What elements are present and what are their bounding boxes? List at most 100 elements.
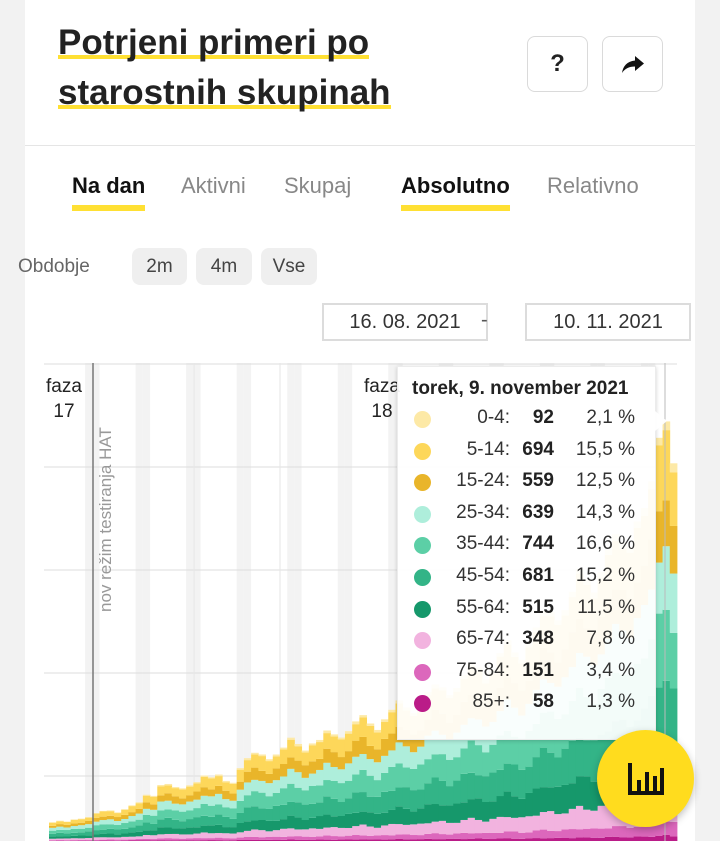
- date-from-input[interactable]: 16. 08. 2021: [322, 303, 488, 341]
- bar-segment: [258, 754, 266, 757]
- share-button[interactable]: [602, 36, 663, 92]
- bar-segment: [316, 785, 324, 803]
- bar-segment: [308, 828, 317, 837]
- bar-segment: [453, 833, 461, 839]
- bar-segment: [272, 805, 281, 821]
- period-all-button[interactable]: Vse: [261, 248, 317, 285]
- bar-segment: [438, 754, 447, 781]
- bar-segment: [85, 817, 93, 821]
- bar-segment: [243, 830, 252, 837]
- period-4m-button[interactable]: 4m: [196, 248, 252, 285]
- bar-segment: [113, 837, 122, 840]
- bar-segment: [164, 800, 173, 810]
- card-header: Potrjeni primeri po starostnih skupinah …: [25, 0, 695, 146]
- bar-segment: [236, 800, 245, 813]
- tab-aktivni[interactable]: Aktivni: [181, 173, 246, 198]
- bar-segment: [272, 756, 281, 769]
- bar-segment: [568, 829, 577, 839]
- weekend-band: [193, 363, 201, 841]
- bar-segment: [474, 819, 483, 834]
- bar-segment: [503, 791, 512, 818]
- bar-segment: [496, 816, 505, 833]
- bar-segment: [583, 837, 591, 841]
- chart-tooltip: torek, 9. november 2021 0-4: 92 2,1 % 5-14:…: [397, 366, 667, 740]
- bar-segment: [308, 803, 317, 818]
- bar-segment: [128, 839, 137, 841]
- help-button[interactable]: ?: [527, 36, 588, 92]
- bar-segment: [229, 783, 238, 794]
- bar-segment: [243, 807, 252, 822]
- weekend-band: [142, 363, 151, 841]
- bar-segment: [409, 768, 418, 791]
- tooltip-percent: 12,5 %: [575, 470, 635, 492]
- bar-segment: [49, 836, 57, 839]
- bar-segment: [352, 721, 360, 725]
- date-to-input[interactable]: 10. 11. 2021: [525, 303, 691, 341]
- bar-segment: [388, 709, 396, 713]
- bar-segment: [279, 788, 288, 805]
- bar-segment: [590, 810, 598, 829]
- bar-segment: [453, 822, 461, 834]
- bar-segment: [431, 833, 440, 840]
- period-2m-button[interactable]: 2m: [132, 248, 187, 285]
- bar-segment: [272, 792, 281, 806]
- bar-segment: [186, 786, 194, 796]
- tooltip-count: 681: [522, 565, 554, 586]
- bar-segment: [243, 839, 252, 841]
- bar-segment: [366, 775, 375, 797]
- bar-segment: [554, 814, 562, 832]
- bar-segment: [215, 824, 223, 834]
- bar-segment: [164, 793, 173, 801]
- bar-segment: [669, 463, 678, 473]
- bar-segment: [381, 755, 389, 773]
- bar-segment: [63, 836, 72, 839]
- bar-segment: [575, 776, 584, 806]
- bar-segment: [532, 815, 541, 831]
- tooltip-percent: 2,1 %: [586, 407, 635, 428]
- bar-segment: [467, 799, 476, 818]
- bar-segment: [648, 836, 656, 841]
- bar-segment: [63, 821, 72, 825]
- bar-segment: [92, 825, 100, 831]
- bar-segment: [265, 759, 274, 762]
- tab-absolutno[interactable]: Absolutno: [401, 173, 510, 211]
- bar-segment: [294, 743, 303, 747]
- bar-segment: [662, 546, 671, 610]
- bar-segment: [99, 811, 108, 817]
- bar-segment: [366, 723, 375, 726]
- tooltip-row: 65-74: 348 7,8 %: [398, 624, 657, 656]
- bar-segment: [590, 740, 598, 782]
- bar-segment: [193, 808, 201, 818]
- help-icon: ?: [550, 50, 565, 77]
- bar-segment: [308, 839, 317, 841]
- bar-segment: [92, 813, 100, 818]
- tooltip-percent: 16,6 %: [575, 533, 635, 555]
- bar-segment: [258, 830, 266, 838]
- bar-segment: [474, 745, 483, 776]
- bar-segment: [438, 820, 447, 835]
- bar-segment: [547, 811, 555, 831]
- bar-segment: [49, 825, 57, 828]
- bar-segment: [467, 817, 476, 834]
- bar-segment: [316, 739, 324, 743]
- bar-segment: [431, 777, 440, 805]
- bar-segment: [539, 838, 548, 841]
- chart-menu-button[interactable]: [597, 730, 694, 827]
- bar-segment: [417, 823, 425, 836]
- bar-segment: [453, 732, 461, 758]
- bar-segment: [330, 816, 339, 828]
- bar-segment: [308, 773, 317, 787]
- bar-segment: [388, 712, 396, 734]
- bar-segment: [77, 838, 86, 840]
- bar-segment: [568, 783, 577, 809]
- bar-segment: [352, 812, 360, 827]
- tab-skupaj[interactable]: Skupaj: [284, 173, 352, 198]
- tab-na-dan[interactable]: Na dan: [72, 173, 146, 211]
- bar-segment: [669, 688, 678, 751]
- bar-segment: [568, 838, 577, 841]
- bar-segment: [85, 835, 93, 839]
- tab-relativno[interactable]: Relativno: [547, 173, 639, 198]
- bar-segment: [381, 839, 389, 841]
- bar-segment: [633, 826, 642, 837]
- bar-segment: [287, 757, 295, 769]
